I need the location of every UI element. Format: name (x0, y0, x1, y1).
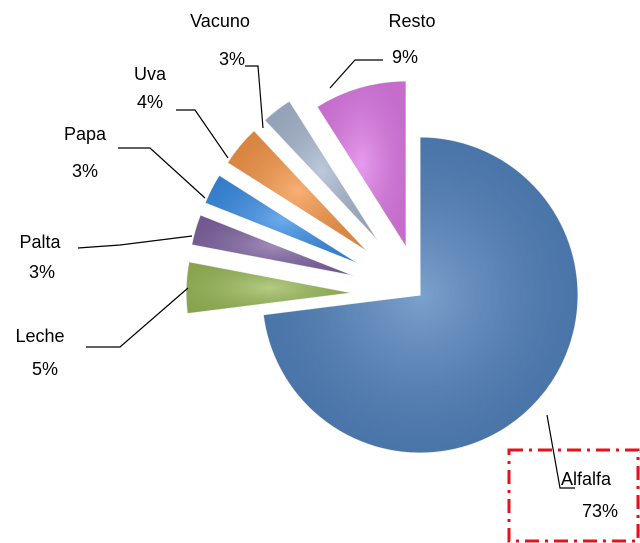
slice-label: Papa (64, 124, 107, 144)
slice-value-label: 5% (32, 359, 58, 379)
slice-value-label: 3% (29, 262, 55, 282)
slice-label: Alfalfa (561, 469, 612, 489)
slice-label: Resto (388, 11, 435, 31)
slice-value-label: 73% (582, 501, 618, 521)
slice-shade (186, 261, 353, 314)
slice-shade (205, 175, 360, 265)
slice-value-label: 4% (137, 92, 163, 112)
leader-line (245, 65, 264, 129)
leader-line (86, 287, 189, 348)
leader-line (176, 109, 229, 159)
slice-shade (264, 101, 379, 242)
slice-shade (191, 214, 355, 277)
highlight-box (507, 448, 640, 543)
leader-line (329, 59, 383, 89)
slice-label: Uva (134, 64, 167, 84)
slice-value-label: 9% (392, 47, 418, 67)
leader-line (118, 147, 206, 199)
slice-value-label: 3% (72, 161, 98, 181)
leader-line (546, 414, 575, 489)
slice-label: Leche (15, 326, 64, 346)
leader-line (77, 235, 193, 249)
slice-shade (263, 137, 579, 453)
slice-shade (227, 130, 368, 252)
slice-shade (317, 80, 407, 247)
slice-label: Vacuno (190, 11, 250, 31)
slice-label: Palta (19, 232, 61, 252)
slice-value-label: 3% (219, 49, 245, 69)
